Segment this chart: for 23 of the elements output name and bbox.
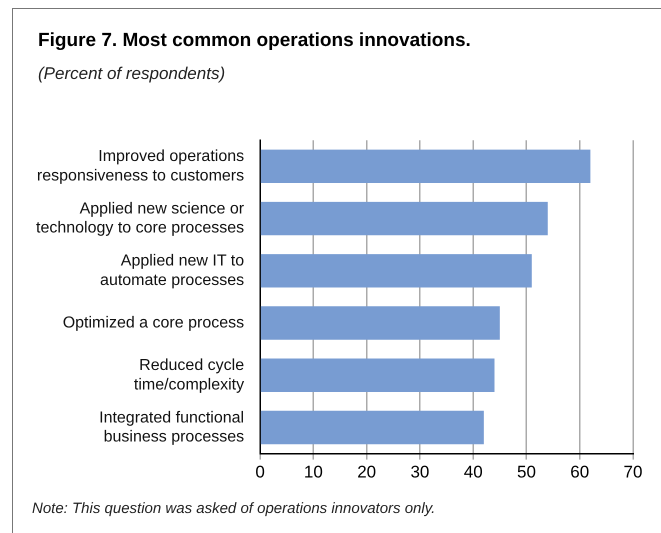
y-tick-label: Optimized a core process [62,314,244,332]
chart-subtitle: (Percent of respondents) [38,64,226,84]
y-tick-label: Improved operations responsiveness to customers [36,148,244,184]
bar [260,150,590,184]
bar [260,306,500,340]
text: Note: This question was asked of operations innovators only. [32,500,436,517]
x-tick-label: 0 [255,462,265,482]
y-tick-label: Integrated functional business processes [99,409,244,446]
bar [260,254,532,288]
y-tick-label: Applied new science or technology to core processes [36,200,245,237]
y-tick-label: Reduced cycle time/complexity [134,357,244,394]
x-tick-label: 30 [410,462,430,482]
y-tick-label: Applied new IT to automate processes [100,252,244,289]
bar [260,410,484,444]
x-tick-label: 10 [304,462,323,482]
chart-title: Figure 7. Most common operations innovations. [38,30,471,52]
x-tick-label: 70 [624,462,642,482]
bar [260,202,548,236]
x-tick-label: 50 [517,462,536,482]
x-tick-label: 20 [357,462,376,482]
x-tick-label: 60 [570,462,590,482]
bar [260,358,494,392]
x-tick-label: 40 [464,462,483,482]
